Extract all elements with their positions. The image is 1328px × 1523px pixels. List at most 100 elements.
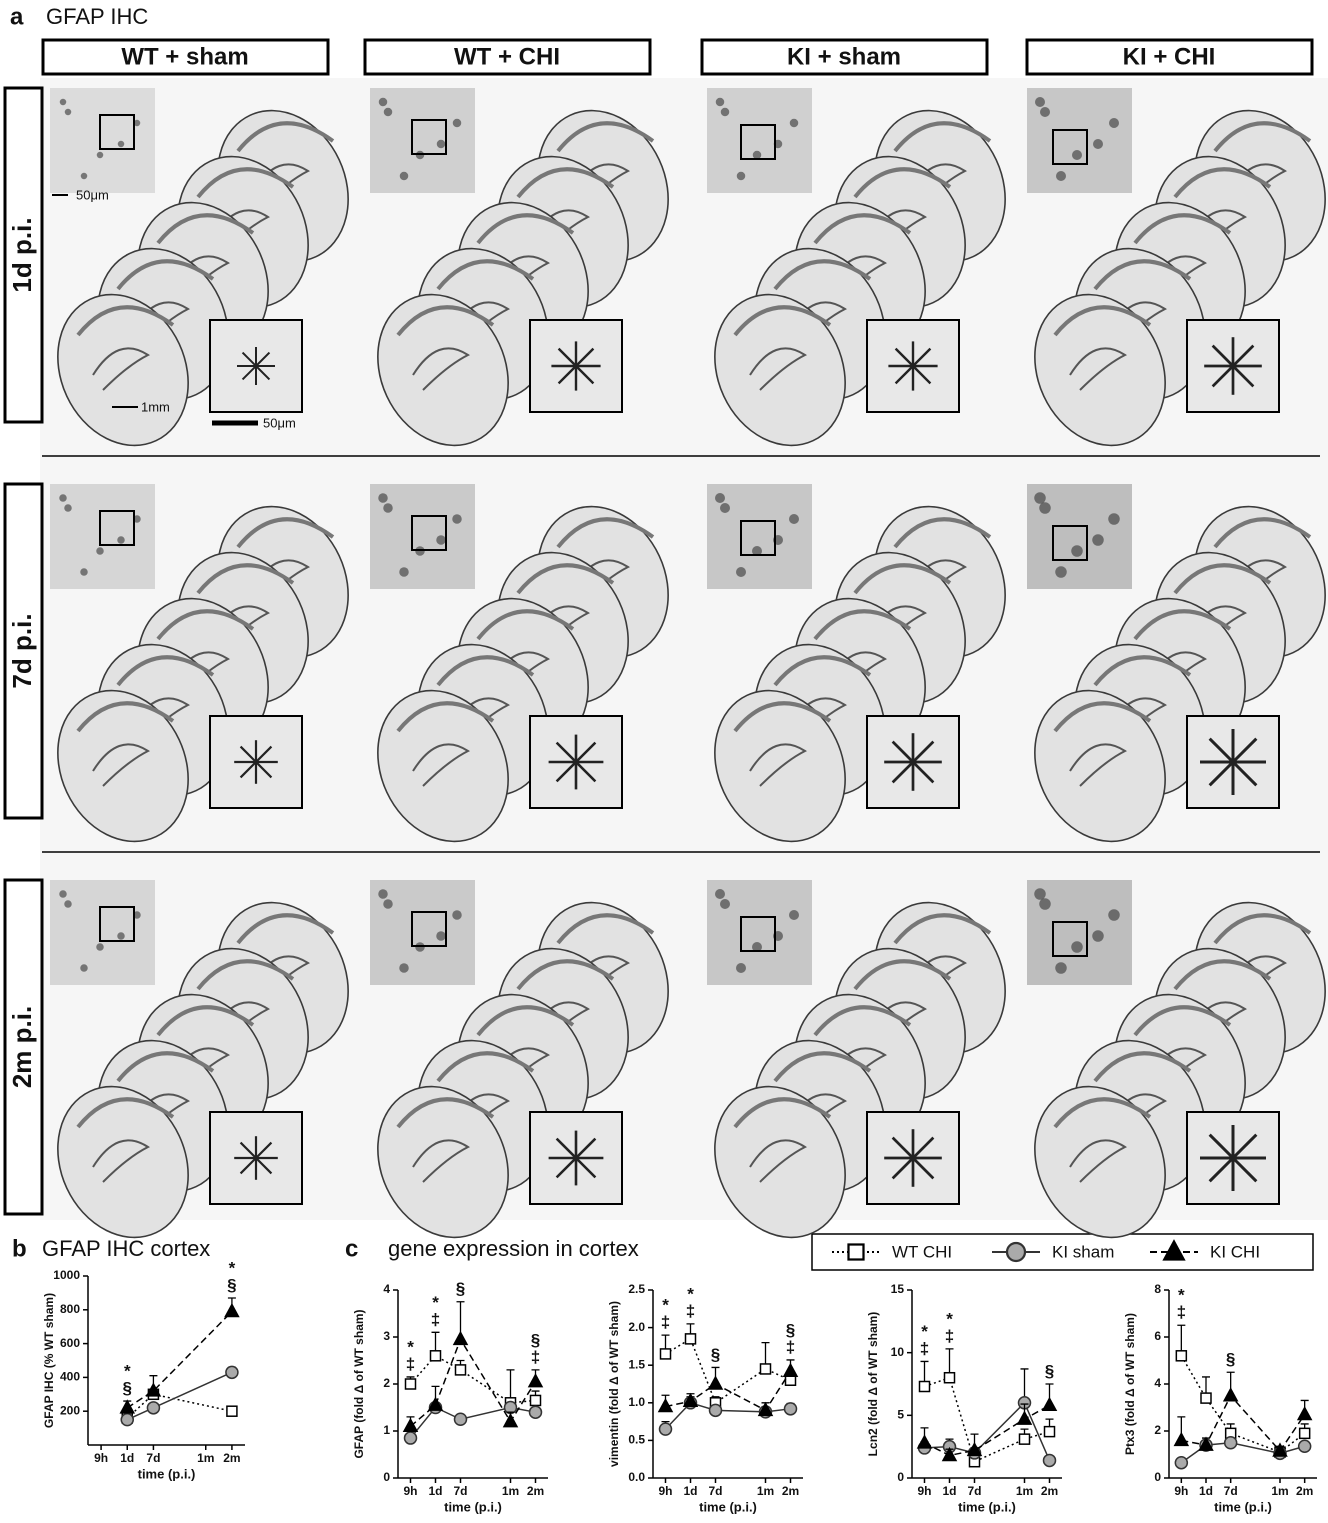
y-tick-label: 2 xyxy=(383,1376,390,1390)
series-line xyxy=(411,1356,536,1403)
y-tick-label: 2.0 xyxy=(628,1320,645,1334)
marker-circle xyxy=(1007,1243,1025,1261)
marker-triangle xyxy=(1043,1398,1056,1410)
astrocyte-dot xyxy=(59,494,67,502)
astrocyte-dot xyxy=(789,514,799,524)
y-tick-label: 8 xyxy=(1154,1282,1161,1296)
astrocyte-dot xyxy=(737,172,746,181)
marker-square xyxy=(431,1351,441,1361)
significance-mark: ‡ xyxy=(1177,1303,1186,1322)
astrocyte-dot xyxy=(59,890,67,898)
y-tick-label: 10 xyxy=(891,1345,905,1359)
marker-triangle xyxy=(1175,1433,1188,1445)
astrocyte-dot xyxy=(118,141,125,148)
column-header: WT + CHI xyxy=(454,43,560,70)
y-tick-label: 0 xyxy=(383,1470,390,1484)
astrocyte-dot xyxy=(436,931,446,941)
marker-triangle xyxy=(784,1364,797,1376)
y-tick-label: 6 xyxy=(1154,1329,1161,1343)
astrocyte-dot xyxy=(117,536,125,544)
x-tick-label: 1m xyxy=(1016,1484,1033,1498)
marker-triangle xyxy=(1298,1408,1311,1420)
y-tick-label: 800 xyxy=(60,1302,80,1316)
y-tick-label: 1 xyxy=(383,1423,390,1437)
panel-title: GFAP IHC cortex xyxy=(42,1236,210,1261)
significance-mark: ‡ xyxy=(786,1337,795,1356)
astrocyte-dot xyxy=(383,899,393,909)
y-tick-label: 5 xyxy=(897,1408,904,1422)
astrocyte-dot xyxy=(1039,898,1051,910)
marker-square xyxy=(456,1365,466,1375)
marker-square xyxy=(227,1406,237,1416)
y-axis-label: Ptx3 (fold Δ of WT sham) xyxy=(1123,1313,1137,1455)
astrocyte-dot xyxy=(453,119,462,128)
marker-square xyxy=(661,1349,671,1359)
x-tick-label: 1m xyxy=(502,1484,519,1498)
marker-triangle xyxy=(504,1415,517,1427)
astrocyte-dot xyxy=(790,119,799,128)
x-tick-label: 7d xyxy=(708,1484,722,1498)
marker-circle xyxy=(710,1404,722,1416)
x-tick-label: 7d xyxy=(453,1484,467,1498)
marker-circle xyxy=(660,1423,672,1435)
y-tick-label: 0.0 xyxy=(628,1470,645,1484)
x-tick-label: 9h xyxy=(403,1484,417,1498)
marker-square xyxy=(1201,1393,1211,1403)
x-axis-label: time (p.i.) xyxy=(138,1466,196,1481)
astrocyte-dot xyxy=(1092,930,1104,942)
series-line xyxy=(127,1311,232,1407)
marker-square xyxy=(945,1373,955,1383)
y-tick-label: 0.5 xyxy=(628,1433,645,1447)
significance-mark: ‡ xyxy=(686,1301,695,1320)
series-line xyxy=(925,1403,1050,1461)
significance-mark: § xyxy=(227,1275,236,1294)
marker-square xyxy=(531,1395,541,1405)
astrocyte-dot xyxy=(715,889,725,899)
astrocyte-dot xyxy=(1093,139,1103,149)
marker-circle xyxy=(405,1432,417,1444)
x-tick-label: 7d xyxy=(146,1451,160,1465)
panel-label: c xyxy=(345,1235,358,1262)
x-tick-label: 1d xyxy=(428,1484,442,1498)
marker-square xyxy=(686,1334,696,1344)
marker-square xyxy=(920,1382,930,1392)
significance-mark: ‡ xyxy=(531,1347,540,1366)
marker-triangle xyxy=(1224,1389,1237,1401)
scale-label: 50μm xyxy=(76,187,109,202)
significance-mark: § xyxy=(1226,1350,1235,1369)
astrocyte-dot xyxy=(753,151,762,160)
series-line xyxy=(411,1339,536,1426)
astrocyte-dot xyxy=(400,172,409,181)
x-tick-label: 1m xyxy=(197,1451,214,1465)
marker-triangle xyxy=(404,1419,417,1431)
astrocyte-dot xyxy=(81,173,88,180)
astrocyte-dot xyxy=(96,547,104,555)
marker-circle xyxy=(226,1366,238,1378)
y-axis-label: vimentin (fold Δ of WT sham) xyxy=(607,1301,621,1467)
astrocyte-dot xyxy=(1056,171,1066,181)
significance-mark: § xyxy=(123,1379,132,1398)
x-tick-label: 1m xyxy=(1271,1484,1288,1498)
legend-label: KI CHI xyxy=(1210,1242,1260,1261)
astrocyte-dot xyxy=(96,943,104,951)
y-tick-label: 600 xyxy=(60,1336,80,1350)
x-axis-label: time (p.i.) xyxy=(958,1499,1016,1514)
marker-circle xyxy=(121,1414,133,1426)
significance-mark: ‡ xyxy=(431,1310,440,1329)
y-axis-label: GFAP IHC (% WT sham) xyxy=(42,1293,56,1428)
y-tick-label: 1000 xyxy=(53,1268,80,1282)
row-header: 2m p.i. xyxy=(7,1006,37,1088)
astrocyte-dot xyxy=(1071,545,1083,557)
astrocyte-dot xyxy=(378,889,388,899)
y-tick-label: 1.5 xyxy=(628,1357,645,1371)
astrocyte-dot xyxy=(436,535,446,545)
x-tick-label: 2m xyxy=(782,1484,799,1498)
astrocyte-dot xyxy=(399,567,409,577)
y-tick-label: 400 xyxy=(60,1370,80,1384)
marker-square xyxy=(1300,1428,1310,1438)
significance-mark: ‡ xyxy=(661,1313,670,1332)
marker-circle xyxy=(147,1402,159,1414)
astrocyte-dot xyxy=(117,932,125,940)
x-tick-label: 1m xyxy=(757,1484,774,1498)
x-tick-label: 2m xyxy=(1041,1484,1058,1498)
